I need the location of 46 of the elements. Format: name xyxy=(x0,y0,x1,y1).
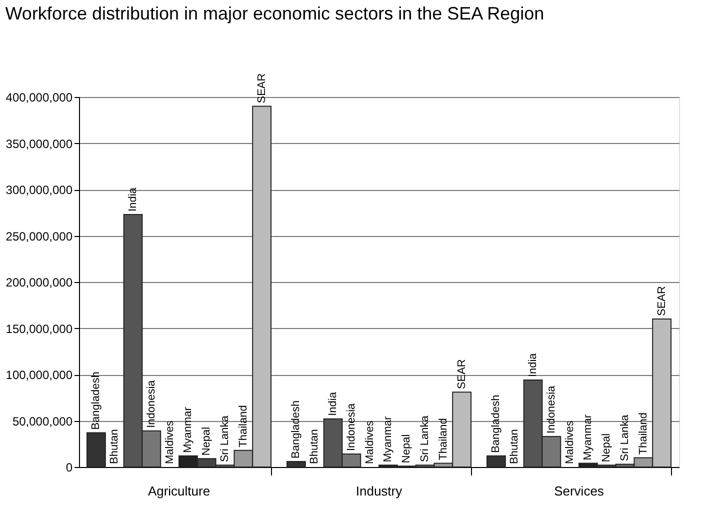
y-tick-label: 0 xyxy=(66,460,73,474)
bar xyxy=(486,455,506,468)
text: Indonesia xyxy=(545,386,558,434)
text: Nepal xyxy=(600,433,613,462)
text: Maldives xyxy=(564,420,576,464)
text: Indonesia xyxy=(345,403,358,452)
text: Nepal xyxy=(400,434,413,464)
text: Sri Lanka xyxy=(219,414,231,462)
text: Bangladesh xyxy=(90,372,102,430)
text: Thailand xyxy=(637,412,650,455)
y-tick-label: 50,000,000 xyxy=(12,414,73,428)
text: Thailand xyxy=(237,405,250,448)
text: Maldives xyxy=(164,420,176,464)
text: India xyxy=(527,353,539,378)
text: SEAR xyxy=(456,359,468,390)
text: SEAR xyxy=(656,286,668,316)
x-tick-label: Agriculture xyxy=(148,484,210,498)
text: India xyxy=(327,392,339,416)
text: Bangladesh xyxy=(290,400,302,458)
text: Sri Lanka xyxy=(419,416,431,462)
text: Indonesia xyxy=(145,379,158,428)
chart-title: Workforce distribution in major economic sectors in the SEA Region xyxy=(5,3,544,24)
y-tick-label: 400,000,000 xyxy=(6,90,73,104)
y-tick-label: 300,000,000 xyxy=(6,183,73,197)
text: India xyxy=(127,186,139,212)
x-tick-label: Services xyxy=(554,484,604,498)
text: Maldives xyxy=(364,420,376,464)
y-tick-label: 250,000,000 xyxy=(6,229,73,244)
text: Bangladesh xyxy=(490,394,502,453)
y-tick-label: 350,000,000 xyxy=(6,136,73,151)
text: Myanmar xyxy=(582,414,594,460)
y-tick-label: 100,000,000 xyxy=(6,368,73,382)
text: Nepal xyxy=(200,426,213,456)
y-tick-label: 150,000,000 xyxy=(6,322,73,336)
text: SEAR xyxy=(256,73,268,104)
text: Bhutan xyxy=(308,429,321,464)
y-tick-label: 200,000,000 xyxy=(6,276,73,290)
x-tick-label: Industry xyxy=(356,484,403,498)
text: Myanmar xyxy=(182,406,194,453)
text: Bhutan xyxy=(508,429,521,464)
bar xyxy=(286,460,306,468)
bar xyxy=(86,432,106,468)
text: Thailand xyxy=(437,418,450,460)
text: Bhutan xyxy=(108,429,121,464)
text: Sri Lanka xyxy=(619,414,631,462)
text: Myanmar xyxy=(382,416,394,462)
